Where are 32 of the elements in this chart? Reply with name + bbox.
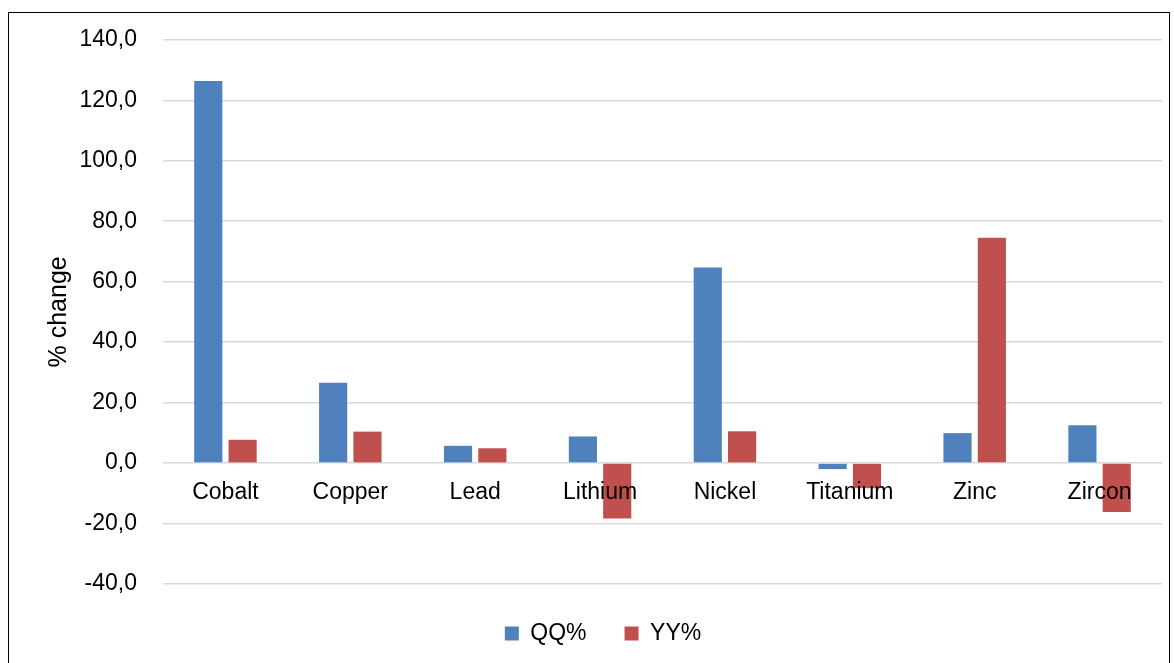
y-tick-label: 40,0 <box>92 327 137 354</box>
y-tick-label: 0,0 <box>105 448 137 475</box>
bar <box>443 445 473 463</box>
y-tick-label: 80,0 <box>92 206 137 233</box>
bar <box>353 431 382 463</box>
y-tick-label: 60,0 <box>92 267 137 294</box>
x-tick-label: Cobalt <box>192 478 260 505</box>
bar <box>478 448 507 463</box>
bar <box>194 80 223 463</box>
bar <box>818 463 847 470</box>
bar <box>568 436 597 463</box>
bar <box>319 382 348 463</box>
y-tick-label: 20,0 <box>92 387 137 414</box>
bar <box>977 237 1006 463</box>
x-tick-label: Copper <box>312 478 389 505</box>
y-tick-label: 100,0 <box>79 146 137 173</box>
y-tick-label: 120,0 <box>79 85 137 112</box>
bar <box>1068 425 1097 463</box>
y-tick-label: -20,0 <box>84 508 137 535</box>
y-axis-title: % change <box>42 256 71 368</box>
x-tick-label: Titanium <box>806 478 894 505</box>
bar <box>943 433 972 463</box>
y-tick-label: -40,0 <box>84 569 137 596</box>
y-tick-label: 140,0 <box>79 25 137 52</box>
legend-label: YY% <box>650 618 702 645</box>
x-tick-label: Nickel <box>693 478 757 505</box>
legend-label: QQ% <box>530 618 587 645</box>
bar <box>728 431 757 463</box>
x-tick-label: Zinc <box>952 478 997 505</box>
x-tick-label: Lead <box>449 478 501 505</box>
bar <box>693 267 722 463</box>
bar <box>228 439 257 463</box>
